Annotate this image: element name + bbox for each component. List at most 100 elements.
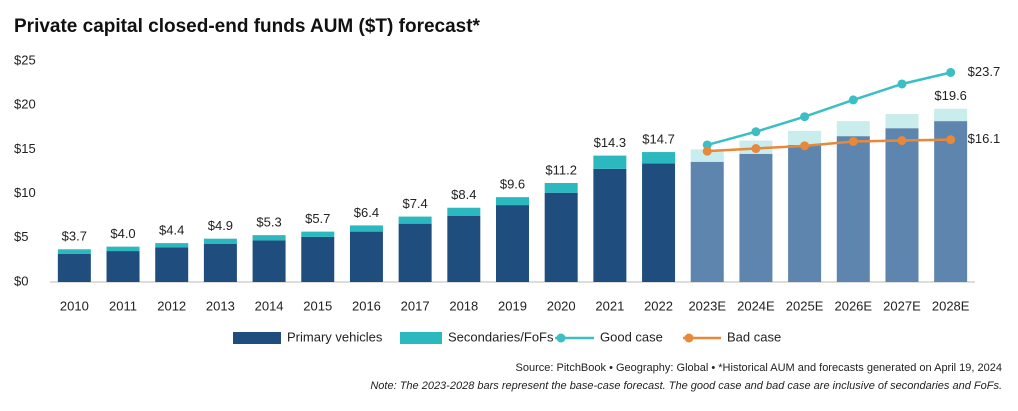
bar-segment bbox=[885, 128, 919, 282]
bar-segment bbox=[836, 136, 870, 282]
x-tick-label: 2015 bbox=[303, 298, 332, 313]
bar-segment bbox=[447, 207, 481, 216]
bar-segment bbox=[739, 153, 773, 282]
note: Note: The 2023-2028 bars represent the b… bbox=[370, 380, 1002, 392]
total-label: $4.9 bbox=[208, 218, 233, 233]
bar-segment bbox=[349, 225, 383, 232]
bar-segment bbox=[398, 223, 432, 282]
legend-swatch bbox=[684, 333, 694, 343]
y-tick-label: $0 bbox=[14, 273, 28, 288]
x-tick-label: 2016 bbox=[352, 298, 381, 313]
bar-segment bbox=[155, 247, 189, 282]
bar-segment bbox=[593, 155, 627, 169]
bar-segment bbox=[642, 152, 676, 164]
bar-segment bbox=[593, 168, 627, 282]
legend-label: Bad case bbox=[727, 329, 781, 344]
bar-segment bbox=[447, 215, 481, 282]
total-label: $4.4 bbox=[159, 223, 184, 238]
line-point bbox=[800, 141, 810, 151]
bar-segment bbox=[788, 144, 822, 282]
y-tick-label: $5 bbox=[14, 229, 28, 244]
x-tick-label: 2024E bbox=[737, 298, 775, 313]
total-label: $14.3 bbox=[594, 135, 627, 150]
bar-segment bbox=[544, 182, 578, 193]
x-tick-label: 2018 bbox=[449, 298, 478, 313]
bar-segment bbox=[155, 243, 189, 248]
total-label: $6.4 bbox=[354, 205, 379, 220]
y-tick-label: $15 bbox=[14, 141, 36, 156]
x-tick-label: 2020 bbox=[547, 298, 576, 313]
bar-segment bbox=[252, 240, 286, 282]
bar-segment bbox=[203, 243, 237, 282]
line bbox=[707, 138, 951, 153]
x-tick-label: 2019 bbox=[498, 298, 527, 313]
total-label: $11.2 bbox=[545, 162, 577, 177]
line-point bbox=[702, 146, 712, 156]
x-tick-label: 2010 bbox=[60, 298, 89, 313]
line bbox=[706, 71, 951, 147]
y-tick-label: $25 bbox=[14, 52, 36, 67]
legend-label: Secondaries/FoFs bbox=[448, 329, 554, 344]
data-label: $23.7 bbox=[968, 64, 1001, 79]
legend-swatch bbox=[400, 332, 442, 344]
y-tick-label: $20 bbox=[14, 97, 36, 112]
data-label: $16.1 bbox=[968, 131, 1001, 146]
x-tick-label: 2022 bbox=[644, 298, 673, 313]
bar-segment bbox=[57, 249, 91, 254]
legend-label: Good case bbox=[600, 329, 663, 344]
bar-segment bbox=[301, 236, 335, 282]
bar-segment bbox=[788, 130, 822, 145]
x-tick-label: 2017 bbox=[401, 298, 430, 313]
line-point bbox=[751, 127, 761, 137]
bar-segment bbox=[106, 246, 140, 252]
line-point bbox=[751, 144, 761, 154]
line-point bbox=[800, 112, 810, 122]
line-point bbox=[946, 135, 956, 145]
total-label: $5.3 bbox=[256, 215, 281, 230]
bar-segment bbox=[885, 114, 919, 129]
total-label: $19.6 bbox=[934, 88, 967, 103]
x-tick-label: 2012 bbox=[157, 298, 186, 313]
line-point bbox=[946, 67, 956, 77]
legend-label: Primary vehicles bbox=[287, 329, 383, 344]
line-point bbox=[897, 136, 907, 146]
bar-segment bbox=[690, 161, 724, 282]
bar-segment bbox=[544, 192, 578, 282]
total-label: $7.4 bbox=[402, 196, 427, 211]
line-point bbox=[897, 79, 907, 89]
total-label: $14.7 bbox=[642, 131, 675, 146]
line-point bbox=[848, 95, 858, 105]
bar-segment bbox=[349, 231, 383, 282]
x-tick-label: 2011 bbox=[109, 298, 137, 313]
source: Source: PitchBook • Geography: Global • … bbox=[516, 362, 1002, 374]
x-tick-label: 2028E bbox=[932, 298, 970, 313]
bar-segment bbox=[57, 253, 91, 282]
bar-segment bbox=[106, 251, 140, 282]
line-point bbox=[702, 140, 712, 150]
total-label: $5.7 bbox=[305, 211, 330, 226]
x-tick-label: 2027E bbox=[883, 298, 921, 313]
legend-swatch bbox=[556, 333, 566, 343]
bar-segment bbox=[934, 108, 968, 122]
y-tick-label: $10 bbox=[14, 185, 36, 200]
bar-segment bbox=[496, 205, 529, 282]
x-tick-label: 2014 bbox=[255, 298, 284, 313]
x-tick-label: 2013 bbox=[206, 298, 235, 313]
x-tick-label: 2021 bbox=[595, 298, 624, 313]
total-label: $9.6 bbox=[500, 177, 525, 192]
x-tick-label: 2023E bbox=[688, 298, 726, 313]
bar-segment bbox=[252, 235, 286, 241]
bar-segment bbox=[934, 121, 968, 282]
total-label: $3.7 bbox=[62, 229, 87, 244]
bar-segment bbox=[301, 231, 335, 237]
line-point bbox=[848, 136, 858, 146]
bar-segment bbox=[203, 238, 237, 244]
bar-segment bbox=[836, 121, 870, 137]
legend-swatch bbox=[233, 332, 281, 344]
bar-segment bbox=[398, 216, 432, 224]
bar-segment bbox=[496, 197, 529, 206]
total-label: $4.0 bbox=[110, 226, 135, 241]
x-tick-label: 2026E bbox=[834, 298, 872, 313]
chart-title: Private capital closed-end funds AUM ($T… bbox=[14, 16, 481, 37]
